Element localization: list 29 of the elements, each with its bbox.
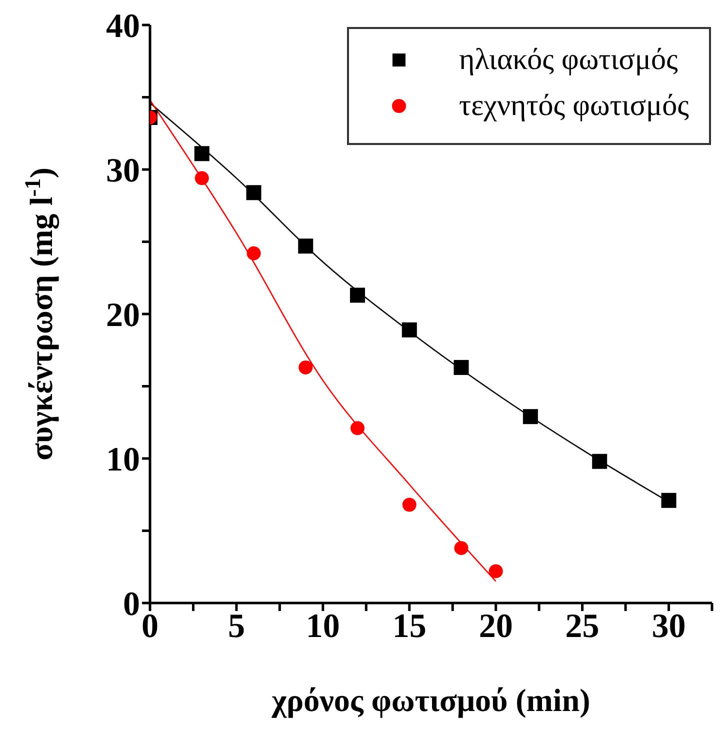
point <box>298 238 314 254</box>
point <box>246 246 261 260</box>
point <box>194 171 209 186</box>
point <box>350 421 365 436</box>
y-tick-label: 20 <box>106 297 140 334</box>
x-tick-label: 20 <box>478 608 513 646</box>
point <box>454 541 468 556</box>
point <box>350 288 366 303</box>
legend-label: ηλιακός φωτισμός <box>459 43 678 77</box>
point <box>661 492 676 508</box>
y-tick-label: 40 <box>106 8 140 46</box>
point <box>194 146 210 162</box>
x-tick-label: 30 <box>652 608 686 646</box>
x-tick-label: 10 <box>306 608 340 646</box>
point <box>298 360 313 374</box>
y-tick-label: 30 <box>106 152 140 190</box>
point <box>402 498 416 512</box>
x-tick-label: 15 <box>392 608 426 646</box>
point <box>246 185 262 200</box>
x-tick-label: 25 <box>565 608 600 646</box>
point <box>454 360 469 375</box>
point <box>488 564 503 578</box>
point <box>592 454 608 469</box>
point <box>402 322 417 338</box>
y-tick-label: 10 <box>106 442 140 479</box>
legend-label: τεχνητός φωτισμός <box>459 89 689 123</box>
x-tick-label: 5 <box>228 608 245 646</box>
x-axis-title: χρόνος φωτισμού (min) <box>270 682 590 718</box>
point <box>522 409 538 424</box>
